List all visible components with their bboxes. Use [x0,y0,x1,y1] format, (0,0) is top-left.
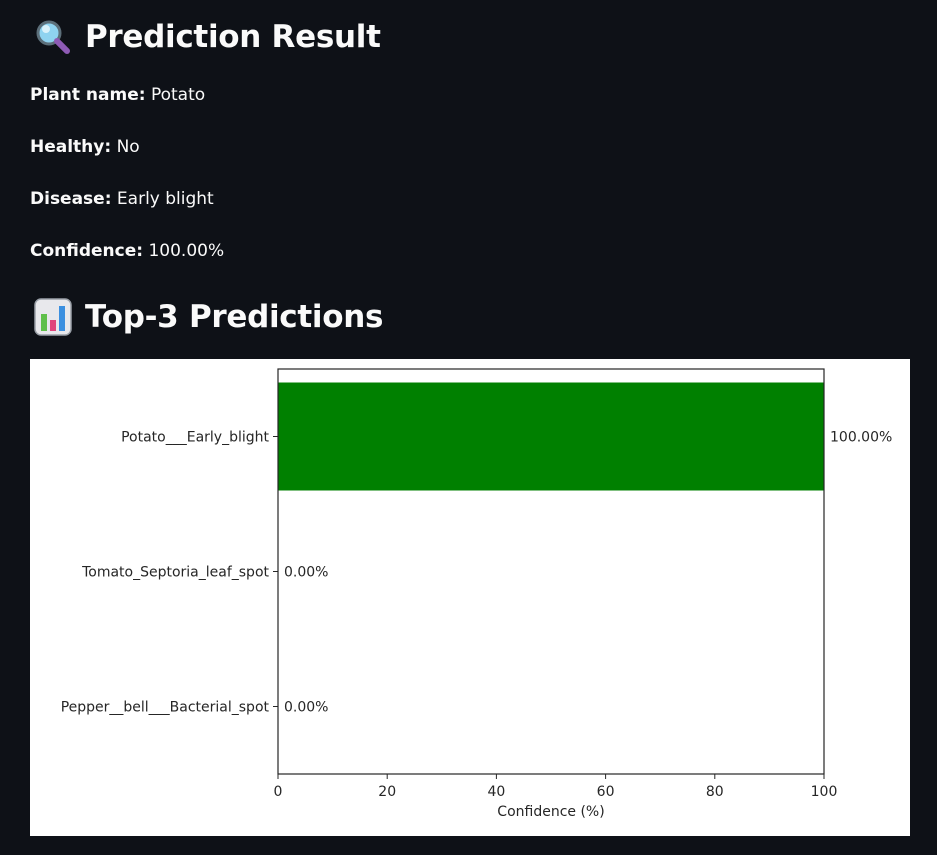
top3-bar-chart: Potato___Early_blight Tomato_Septoria_lea… [61,368,892,820]
top3-title: Top-3 Predictions [85,299,384,335]
top3-heading: Top-3 Predictions [34,298,383,336]
data-label: 0.00% [284,700,328,716]
x-tick-label: 100 [811,784,838,800]
bar [278,382,824,491]
y-tick-label: Tomato_Septoria_leaf_spot [81,565,269,581]
data-label: 0.00% [284,565,328,581]
top3-chart: Potato___Early_blight Tomato_Septoria_lea… [30,359,910,836]
y-tick-label: Potato___Early_blight [121,430,269,446]
x-tick-label: 80 [706,784,724,800]
x-tick-label: 20 [378,784,396,800]
confidence-value: 100.00% [148,241,225,261]
confidence-label: Confidence: [30,241,144,261]
x-axis-label: Confidence (%) [497,804,604,820]
disease-value: Early blight [116,189,214,209]
x-tick-label: 0 [274,784,283,800]
prediction-result-title: Prediction Result [85,19,381,55]
plant-name-value: Potato [150,85,206,105]
x-tick-label: 60 [597,784,615,800]
x-tick-label: 40 [487,784,505,800]
healthy-line: Healthy: No [30,137,140,157]
plant-name-label: Plant name: [30,85,146,105]
confidence-line: Confidence: 100.00% [30,241,224,261]
magnifier-icon [36,20,70,54]
healthy-label: Healthy: [30,137,112,157]
data-label: 100.00% [830,430,892,446]
y-tick-label: Pepper__bell___Bacterial_spot [61,700,270,716]
bar-chart-icon [34,298,72,336]
disease-label: Disease: [30,189,112,209]
prediction-result-heading: Prediction Result [34,18,381,56]
healthy-value: No [116,137,140,157]
plant-name-line: Plant name: Potato [30,85,205,105]
disease-line: Disease: Early blight [30,189,214,209]
